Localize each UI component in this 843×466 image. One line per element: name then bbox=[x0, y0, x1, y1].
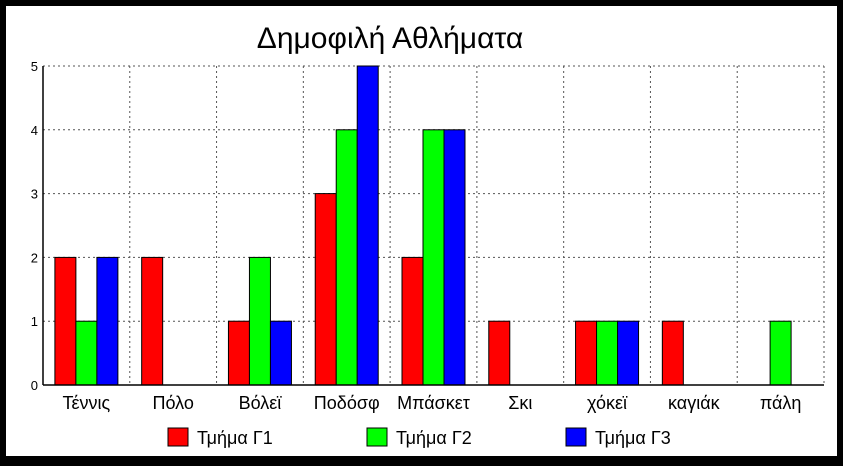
category-labels: Τέννις Πόλο Βόλεϊ Ποδόσφ Μπάσκετ Σκι χόκεϊ καγι… bbox=[63, 393, 802, 413]
bar-3-3 bbox=[269, 320, 292, 386]
legend-label: Τμήμα Γ3 bbox=[595, 428, 671, 448]
category-label: Ποδόσφ bbox=[314, 393, 380, 413]
category-label: πάλη bbox=[760, 393, 802, 413]
bar-2-5 bbox=[422, 129, 445, 386]
bar-1-4 bbox=[314, 193, 337, 386]
legend: Τμήμα Γ1 Τμήμα Γ2 Τμήμα Γ3 bbox=[167, 427, 671, 448]
bar-2-1 bbox=[75, 320, 98, 386]
category-label: Σκι bbox=[508, 393, 532, 413]
y-tick-label: 4 bbox=[31, 123, 38, 138]
bar-chart: Δημοφιλή Αθλήματα 0 1 2 3 4 5 Τέννις Πόλο Βόλεϊ… bbox=[31, 22, 825, 448]
bar-1-5 bbox=[401, 256, 424, 386]
category-label: Τέννις bbox=[63, 393, 111, 413]
grid bbox=[43, 65, 825, 385]
y-tick-label: 0 bbox=[31, 378, 38, 393]
legend-label: Τμήμα Γ1 bbox=[197, 428, 273, 448]
legend-swatch bbox=[366, 427, 388, 447]
category-label: Πόλο bbox=[152, 393, 193, 413]
bar-1-6 bbox=[488, 320, 511, 386]
bar-1-7 bbox=[575, 320, 598, 386]
bar-1-3 bbox=[227, 320, 250, 386]
bar-2-9 bbox=[769, 320, 792, 386]
bar-1-1 bbox=[54, 256, 77, 386]
bar-1-2 bbox=[141, 256, 164, 386]
y-tick-label: 3 bbox=[31, 187, 38, 202]
bar-2-7 bbox=[596, 320, 619, 386]
bar-3-5 bbox=[443, 129, 466, 386]
chart-frame: Δημοφιλή Αθλήματα 0 1 2 3 4 5 Τέννις Πόλο Βόλεϊ… bbox=[6, 6, 837, 456]
axes bbox=[42, 66, 824, 386]
y-tick-label: 1 bbox=[31, 314, 38, 329]
chart-title: Δημοφιλή Αθλήματα bbox=[257, 22, 523, 55]
category-label: Μπάσκετ bbox=[397, 393, 470, 413]
bars bbox=[54, 65, 792, 386]
bar-1-8 bbox=[661, 320, 684, 386]
bar-3-1 bbox=[96, 256, 119, 386]
y-tick-labels: 0 1 2 3 4 5 bbox=[31, 59, 38, 393]
legend-swatch bbox=[167, 427, 189, 447]
y-tick-label: 2 bbox=[31, 250, 38, 265]
bar-3-4 bbox=[356, 65, 379, 386]
y-tick-label: 5 bbox=[31, 59, 38, 74]
legend-swatch bbox=[565, 427, 587, 447]
bar-3-7 bbox=[617, 320, 640, 386]
bar-2-3 bbox=[248, 256, 271, 386]
bar-2-4 bbox=[335, 129, 358, 386]
legend-label: Τμήμα Γ2 bbox=[396, 428, 472, 448]
category-label: καγιάκ bbox=[668, 393, 721, 413]
category-label: Βόλεϊ bbox=[239, 393, 283, 413]
category-label: χόκεϊ bbox=[587, 393, 628, 413]
